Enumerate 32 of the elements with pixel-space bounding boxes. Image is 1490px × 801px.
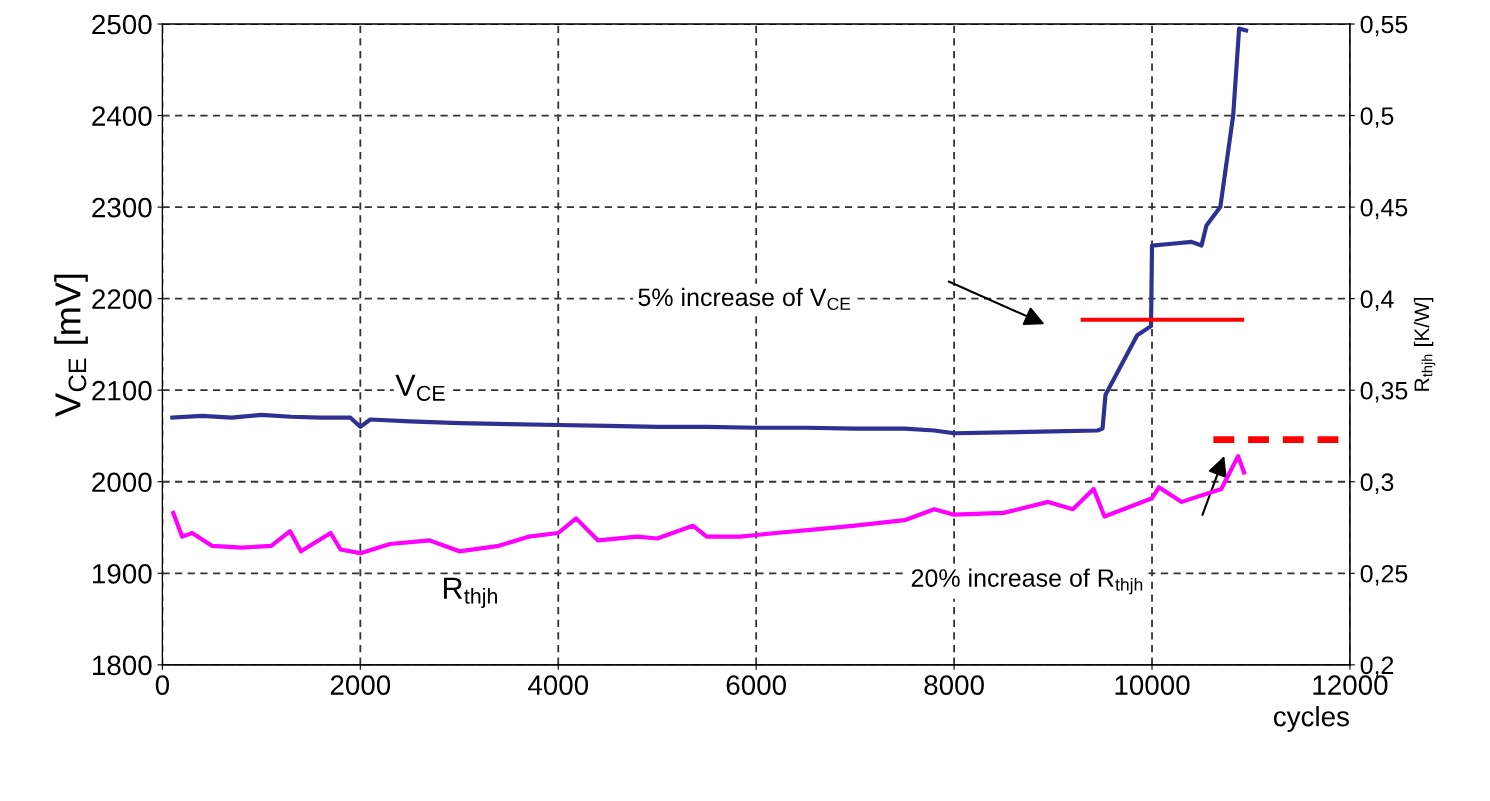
annotation: 5% increase of V$_{CE}$ <box>638 287 851 311</box>
annotation: 20% increase of R$_{thjh}$ <box>911 568 1143 595</box>
x-tick-label: 6000 <box>726 675 786 695</box>
x-tick-label: 0 <box>155 675 170 695</box>
line-series <box>170 26 1249 436</box>
y2-tick-label: 0,4 <box>1360 290 1394 311</box>
x-tick-label: 4000 <box>528 675 589 695</box>
x-axis-title: cycles <box>1273 706 1349 732</box>
y-axis-title: V$_{CE}$ [mV] <box>54 274 88 417</box>
x-tick-label: 10000 <box>1115 675 1190 695</box>
x-tick-label: 8000 <box>924 675 984 695</box>
y-tick-label: 2200 <box>92 289 152 309</box>
y2-tick-label: 0,3 <box>1360 473 1394 494</box>
y2-tick-label: 0,55 <box>1360 15 1408 37</box>
y-tick-label: 1900 <box>93 563 152 584</box>
line-series <box>171 454 1247 556</box>
series-label: V$_{CE}$ <box>395 374 445 401</box>
x-tick-label: 2000 <box>330 675 391 695</box>
y2-tick-label: 0,45 <box>1360 198 1408 220</box>
y-tick-label: 1800 <box>93 655 152 676</box>
y-tick-label: 2100 <box>92 380 152 401</box>
series-label: R$_{thjh}$ <box>444 577 497 609</box>
y2-axis-title: R$_{thjh}$ [K/W] <box>1413 297 1436 391</box>
y-tick-label: 2000 <box>92 472 152 493</box>
y2-tick-label: 0,5 <box>1360 107 1394 128</box>
x-tick-label: 12000 <box>1313 675 1388 695</box>
y-tick-label: 2500 <box>92 14 152 35</box>
y2-tick-label: 0,35 <box>1360 381 1408 403</box>
y-tick-label: 2400 <box>92 106 152 126</box>
y-tick-label: 2300 <box>92 197 152 218</box>
y2-tick-label: 0,25 <box>1360 564 1408 586</box>
y2-tick-label: 0,2 <box>1360 656 1394 678</box>
